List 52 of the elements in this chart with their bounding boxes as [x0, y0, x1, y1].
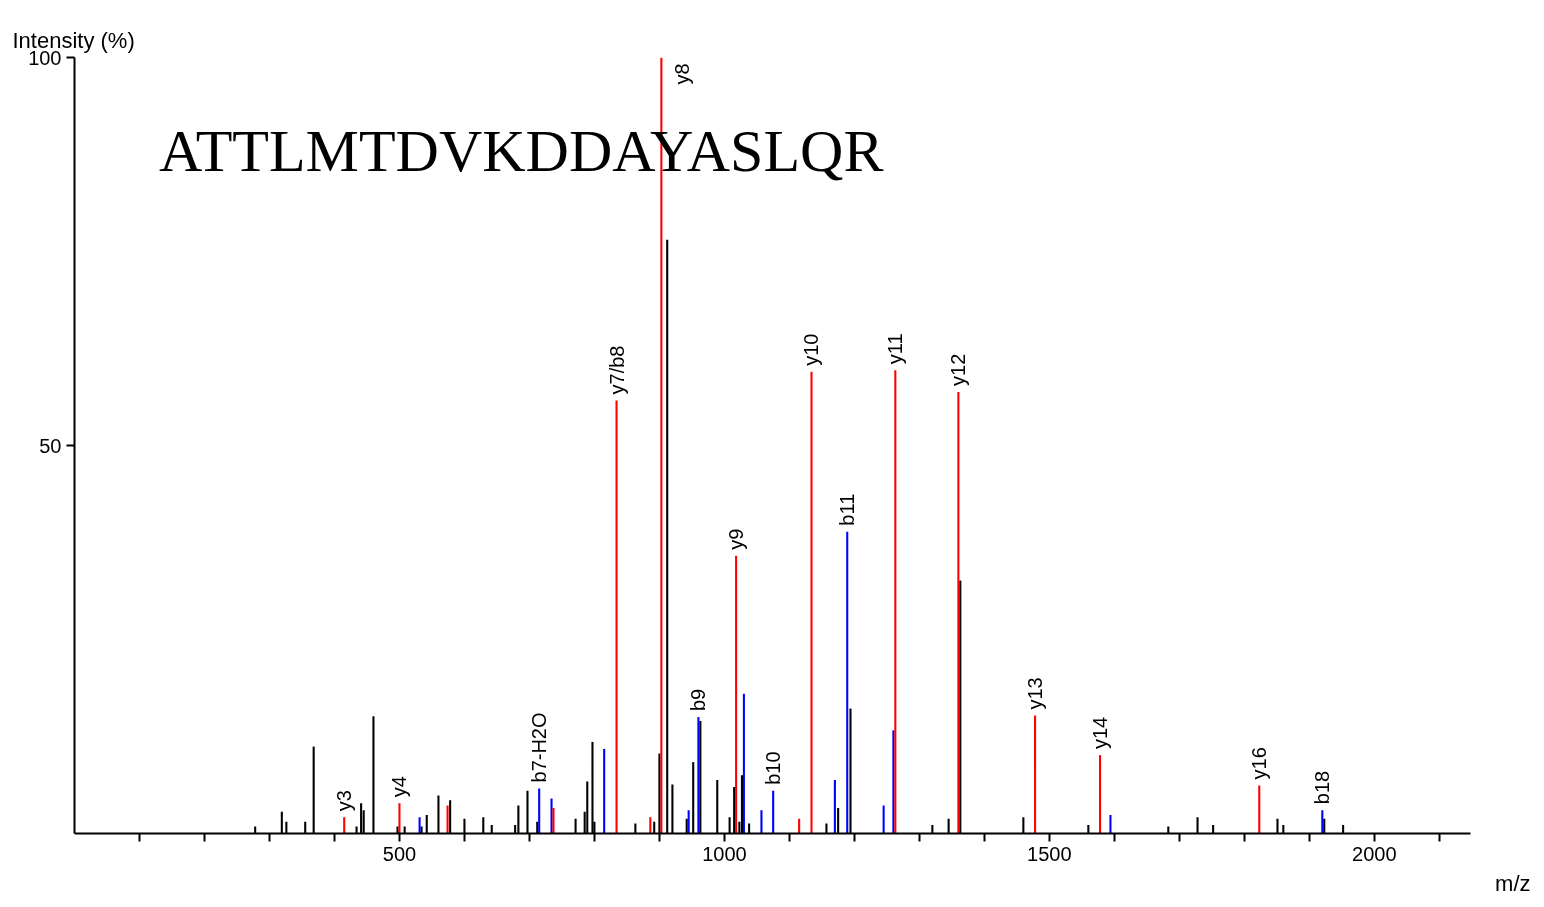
- annotation: y9: [725, 528, 748, 550]
- bar: [772, 790, 775, 834]
- x-tick-label: 500: [382, 842, 417, 865]
- bar: [649, 817, 652, 834]
- annotation: y13: [1024, 677, 1047, 710]
- bar: [603, 748, 606, 834]
- bar: [760, 810, 763, 834]
- bar: [882, 805, 885, 834]
- bar: [446, 805, 449, 834]
- annotation: y8: [671, 63, 694, 85]
- bar: [552, 807, 555, 834]
- bar: [687, 810, 690, 834]
- bar: [894, 370, 897, 834]
- bar: [418, 817, 421, 834]
- annotation: y12: [947, 353, 970, 386]
- bar: [615, 400, 618, 834]
- annotation: b9: [687, 688, 710, 712]
- bar: [550, 798, 553, 834]
- annotation: y4: [388, 776, 411, 798]
- bar: [735, 555, 738, 834]
- bar: [833, 779, 836, 834]
- x-axis-title: m/z: [1495, 870, 1531, 896]
- bar: [1099, 755, 1102, 834]
- annotation: b11: [836, 493, 859, 526]
- bar: [810, 371, 813, 834]
- bar: [1034, 715, 1037, 834]
- bar: [892, 730, 895, 834]
- bar: [538, 788, 541, 834]
- annotation: y11: [884, 333, 907, 365]
- bar: [798, 818, 801, 834]
- annotation: y14: [1089, 716, 1112, 750]
- bar: [398, 803, 401, 834]
- y-axis-title: Intensity (%): [12, 27, 135, 53]
- bar: [697, 717, 700, 834]
- x-tick-label: 2000: [1352, 842, 1397, 865]
- x-tick-label: 1000: [702, 842, 747, 865]
- bar: [343, 817, 346, 834]
- annotation: y10: [800, 333, 823, 366]
- annotation: y16: [1248, 747, 1271, 780]
- bar: [1321, 810, 1324, 834]
- annotation: y7/b8: [605, 345, 628, 395]
- bar: [1258, 785, 1261, 834]
- y-tick-label: 50: [39, 434, 62, 457]
- bar: [1109, 814, 1112, 834]
- bar: [846, 531, 849, 834]
- x-tick-label: 1500: [1027, 842, 1072, 865]
- annotation: b18: [1311, 770, 1334, 805]
- annotation: b7-H2O: [528, 712, 551, 783]
- bar: [742, 693, 745, 834]
- bar: [957, 391, 960, 834]
- annotation: b10: [762, 751, 785, 785]
- annotation: y3: [333, 790, 356, 812]
